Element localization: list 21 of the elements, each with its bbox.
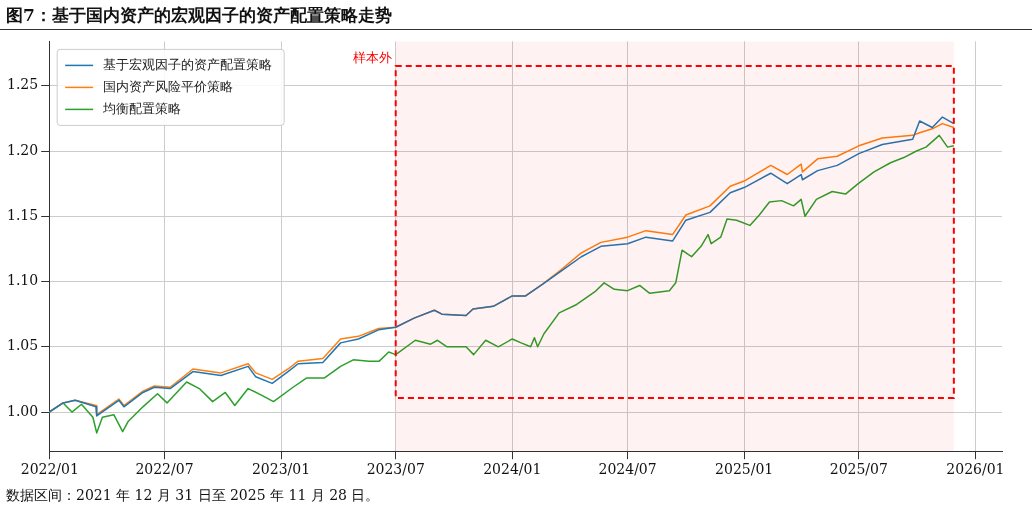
y-tick-label: 1.10 xyxy=(7,272,39,289)
x-tick-label: 2023/01 xyxy=(251,461,311,478)
y-tick-label: 1.15 xyxy=(7,206,39,223)
band-label: 样本外 xyxy=(352,49,392,65)
x-tick-label: 2024/07 xyxy=(598,461,657,478)
legend-label: 基于宏观因子的资产配置策略 xyxy=(103,56,273,72)
x-tick-label: 2022/07 xyxy=(135,461,194,478)
chart-title: 图7：基于国内资产的宏观因子的资产配置策略走势 xyxy=(6,4,392,27)
x-tick-label: 2022/01 xyxy=(20,461,79,478)
x-tick-label: 2025/01 xyxy=(715,461,774,478)
y-tick-label: 1.05 xyxy=(7,337,39,354)
x-tick-label: 2023/07 xyxy=(366,461,425,478)
y-tick-label: 1.00 xyxy=(7,402,39,419)
x-tick-label: 2024/01 xyxy=(483,461,542,478)
x-tick-label: 2026/01 xyxy=(946,461,1005,478)
legend-label: 均衡配置策略 xyxy=(102,100,182,116)
text: 数据区间：2021 年 12 月 31 日至 2025 年 11 月 28 日。 xyxy=(6,487,380,505)
x-tick-label: 2025/07 xyxy=(829,461,888,478)
legend-label: 国内资产风险平价策略 xyxy=(103,78,234,94)
y-tick-label: 1.25 xyxy=(7,76,39,93)
y-tick-label: 1.20 xyxy=(7,141,39,158)
